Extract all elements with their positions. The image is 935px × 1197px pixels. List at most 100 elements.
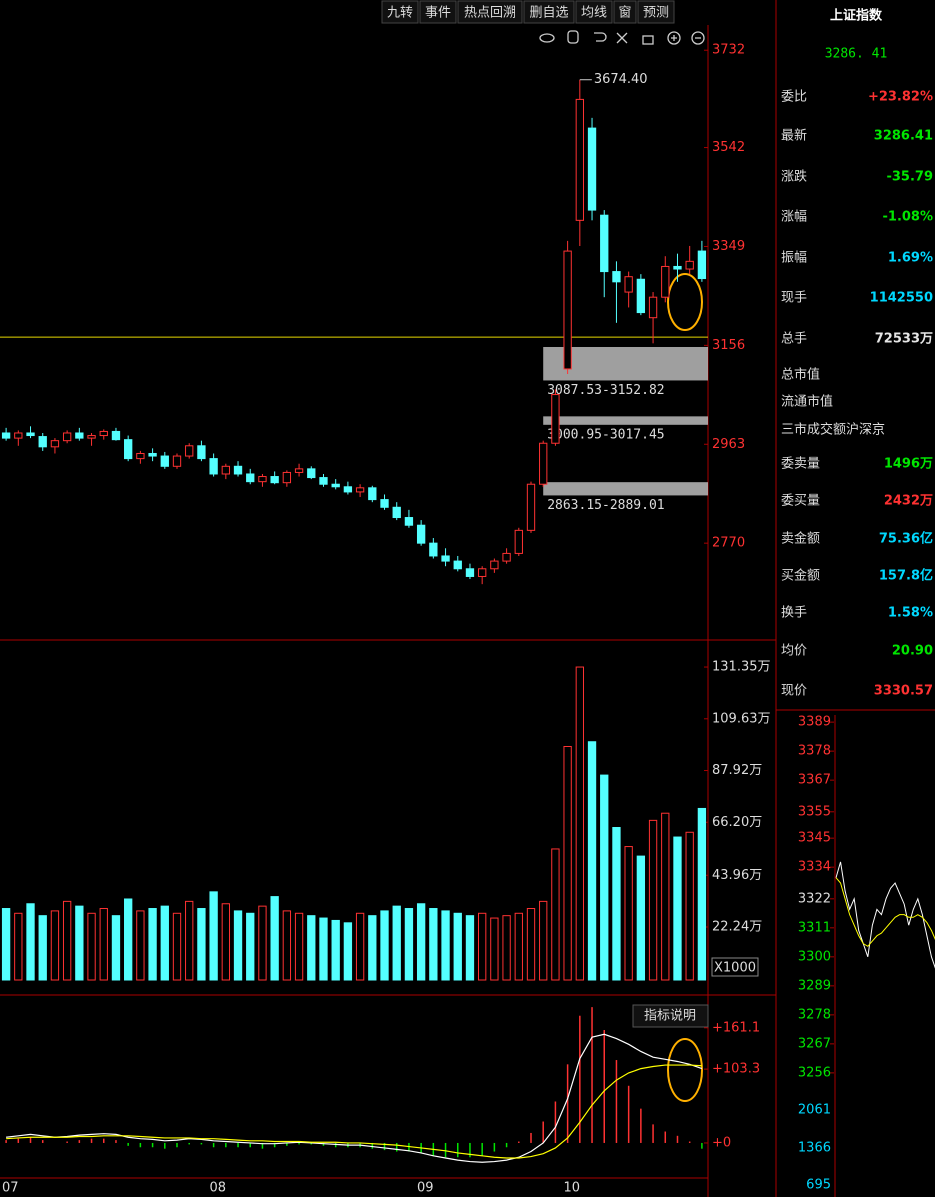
y-tick-label: +0	[712, 1135, 731, 1150]
y-tick-label: 695	[806, 1177, 831, 1192]
volume-bar	[307, 915, 316, 981]
candle-body	[75, 432, 84, 439]
volume-bar	[185, 900, 194, 981]
volume-bar	[233, 910, 243, 981]
y-tick-label: 3378	[798, 744, 831, 759]
x-tick-label: 09	[417, 1181, 434, 1196]
candle-body	[465, 568, 475, 577]
macd-button[interactable]	[632, 1004, 709, 1028]
volume-bar	[209, 891, 218, 981]
volume-bar	[551, 848, 560, 981]
macd-line	[6, 1064, 702, 1159]
y-tick-label: 43.96万	[712, 868, 762, 883]
volume-bar	[612, 827, 621, 981]
toolbar-button[interactable]	[613, 0, 637, 24]
y-tick-label: 3542	[712, 140, 745, 155]
volume-bar	[673, 836, 682, 981]
candle-body	[478, 568, 487, 577]
toolbar-button[interactable]	[457, 0, 523, 24]
quote-label: 买金额	[781, 568, 820, 584]
toolbar-label[interactable]: 预测	[643, 6, 669, 21]
volume-bar	[478, 912, 487, 981]
y-tick-label: 3289	[798, 978, 831, 993]
candle-body	[587, 127, 597, 211]
toolbar-label[interactable]: 均线	[581, 6, 607, 21]
y-tick-label: 3389	[798, 715, 831, 730]
quote-label: 现价	[781, 684, 807, 699]
toolbar-label[interactable]: 删自选	[529, 6, 568, 21]
toolbar-button[interactable]	[381, 0, 419, 24]
candle-body	[172, 455, 182, 467]
unit-label: X1000	[714, 961, 756, 976]
unit-box	[711, 957, 759, 977]
candle-body	[453, 560, 462, 570]
candle-body	[429, 542, 438, 557]
volume-bar	[380, 910, 389, 981]
volume-bar	[453, 912, 462, 981]
volume-bar	[87, 912, 96, 981]
quote-label: 总市值	[781, 367, 820, 383]
candle-body	[62, 432, 72, 442]
quote-value: +23.82%	[868, 90, 933, 105]
toolbar-label[interactable]: 窗	[618, 5, 631, 21]
volume-bar	[75, 905, 84, 981]
quote-value: 20.90	[892, 644, 933, 659]
toolbar-button[interactable]	[575, 0, 613, 24]
y-tick-label: 3256	[798, 1065, 831, 1080]
quote-label: 委卖量	[781, 457, 820, 472]
x-tick-label: 10	[564, 1181, 581, 1196]
volume-bar	[221, 903, 230, 981]
candle-body	[99, 430, 108, 437]
volume-bar	[111, 915, 121, 981]
intraday-line	[835, 877, 935, 947]
candle-body	[563, 250, 572, 370]
volume-bar	[331, 919, 340, 981]
volume-bar	[38, 915, 47, 981]
toolbar-label[interactable]: 事件	[425, 6, 451, 21]
toolbar-button[interactable]	[637, 0, 675, 24]
candle-body	[270, 476, 279, 484]
volume-bar	[282, 910, 292, 981]
volume-bar	[661, 812, 670, 981]
candle-body	[26, 432, 35, 437]
volume-bar	[136, 910, 145, 981]
volume-bar	[600, 774, 609, 981]
volume-bar	[62, 900, 72, 981]
icons	[539, 30, 705, 45]
volume-bar	[624, 846, 633, 981]
volume-bar	[148, 908, 157, 981]
candle-body	[319, 477, 328, 485]
y-tick-label: 2963	[712, 437, 745, 452]
quote-value: 1.69%	[888, 251, 933, 266]
candle-body	[197, 445, 206, 460]
volume-bar	[392, 905, 401, 981]
volume-bar	[587, 741, 597, 981]
y-tick-label: 22.24万	[712, 920, 762, 935]
quote-value: -1.08%	[883, 210, 934, 225]
toolbar-label[interactable]: 热点回溯	[464, 5, 516, 21]
gap-label: 3000.95-3017.45	[547, 427, 664, 442]
volume-bar	[172, 912, 182, 981]
candle-body	[575, 98, 584, 221]
toolbar-button[interactable]	[419, 0, 457, 24]
quote-title: 上证指数	[830, 8, 883, 24]
peak-label: 3674.40	[594, 72, 648, 87]
highlight-circle	[667, 1038, 703, 1102]
volume-bar	[124, 898, 133, 981]
volume-bar	[697, 807, 707, 981]
macd-button-label[interactable]: 指标说明	[644, 1009, 696, 1024]
candle-body	[307, 468, 316, 479]
candle-body	[1, 432, 11, 439]
toolbar-label[interactable]: 九转	[387, 6, 413, 21]
y-tick-label: 3278	[798, 1007, 831, 1022]
candle-body	[648, 296, 658, 319]
y-tick-label: 3300	[798, 949, 831, 964]
candle-body	[355, 487, 365, 493]
candle-body	[294, 468, 304, 473]
y-tick-label: 3345	[798, 831, 831, 846]
candle-body	[514, 529, 523, 554]
candle-body	[539, 442, 548, 485]
quote-label: 卖金额	[781, 531, 820, 547]
toolbar-button[interactable]	[523, 0, 575, 24]
